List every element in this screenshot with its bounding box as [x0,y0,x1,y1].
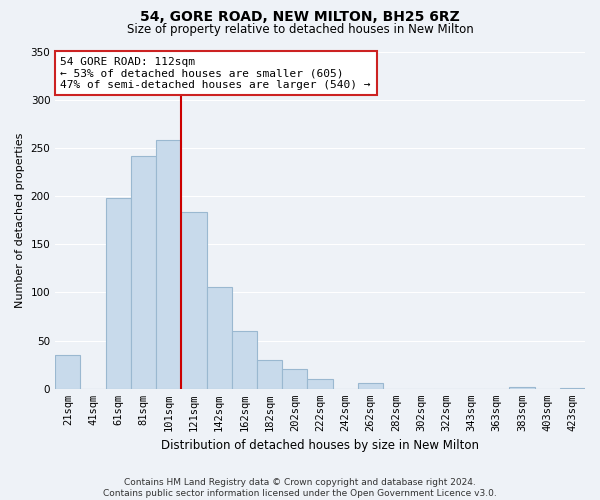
Text: 54, GORE ROAD, NEW MILTON, BH25 6RZ: 54, GORE ROAD, NEW MILTON, BH25 6RZ [140,10,460,24]
Bar [307,379,332,389]
Bar [282,368,307,389]
Bar [232,331,257,389]
Bar [206,286,232,389]
Y-axis label: Number of detached properties: Number of detached properties [15,132,25,308]
Bar [106,198,131,389]
Text: Size of property relative to detached houses in New Milton: Size of property relative to detached ho… [127,22,473,36]
Text: 54 GORE ROAD: 112sqm
← 53% of detached houses are smaller (605)
47% of semi-deta: 54 GORE ROAD: 112sqm ← 53% of detached h… [61,56,371,90]
Bar [181,212,206,389]
Bar [55,355,80,389]
Bar [358,383,383,389]
Bar [560,388,585,389]
Bar [156,140,181,389]
Text: Contains HM Land Registry data © Crown copyright and database right 2024.
Contai: Contains HM Land Registry data © Crown c… [103,478,497,498]
Bar [257,360,282,389]
X-axis label: Distribution of detached houses by size in New Milton: Distribution of detached houses by size … [161,440,479,452]
Bar [509,387,535,389]
Bar [131,156,156,389]
